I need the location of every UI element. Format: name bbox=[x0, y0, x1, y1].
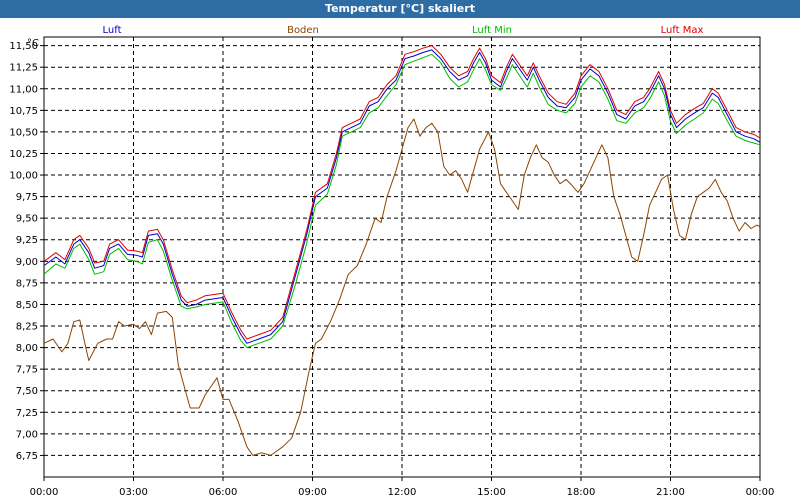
y-tick-label: 8,25 bbox=[16, 322, 38, 333]
x-tick-time-label: 06:00 bbox=[209, 487, 238, 498]
y-axis-unit-label: °C bbox=[27, 38, 39, 49]
y-tick-label: 11,00 bbox=[9, 84, 38, 95]
y-tick-label: 9,00 bbox=[16, 257, 38, 268]
y-tick-label: 11,50 bbox=[9, 41, 38, 52]
y-tick-label: 7,50 bbox=[16, 386, 38, 397]
y-tick-label: 6,75 bbox=[16, 451, 38, 462]
y-tick-label: 10,25 bbox=[9, 149, 38, 160]
y-tick-label: 8,75 bbox=[16, 278, 38, 289]
y-tick-label: 9,50 bbox=[16, 214, 38, 225]
series-line-luft bbox=[43, 49, 761, 344]
x-tick-time-label: 21:00 bbox=[656, 487, 685, 498]
x-tick-time-label: 09:00 bbox=[298, 487, 327, 498]
legend: Luft Boden Luft Min Luft Max bbox=[103, 25, 704, 36]
y-tick-label: 10,75 bbox=[9, 106, 38, 117]
x-tick-time-label: 15:00 bbox=[477, 487, 506, 498]
chart-background bbox=[0, 18, 800, 500]
legend-item-boden: Boden bbox=[287, 25, 319, 36]
legend-item-luft-max: Luft Max bbox=[661, 25, 704, 36]
y-tick-label: 7,75 bbox=[16, 365, 38, 376]
series-line-luft-min bbox=[43, 53, 761, 349]
y-tick-label: 8,00 bbox=[16, 343, 38, 354]
y-tick-label: 7,25 bbox=[16, 408, 38, 419]
y-tick-label: 10,00 bbox=[9, 171, 38, 182]
y-tick-label: 9,25 bbox=[16, 235, 38, 246]
x-tick-time-label: 03:00 bbox=[119, 487, 148, 498]
y-tick-label: 10,50 bbox=[9, 127, 38, 138]
y-tick-label: 11,25 bbox=[9, 63, 38, 74]
temperature-chart: 6,75 7,00 7,25 7,50 7,75 8,00 8,25 8,50 8,75 9,00… bbox=[0, 18, 800, 500]
legend-item-luft: Luft bbox=[103, 25, 122, 36]
axis-labels: 6,75 7,00 7,25 7,50 7,75 8,00 8,25 8,50 8,75 9,00… bbox=[9, 38, 775, 498]
x-tick-time-label: 12:00 bbox=[388, 487, 417, 498]
series-lines bbox=[43, 45, 761, 456]
series-line-boden bbox=[43, 118, 761, 456]
title-bar: Temperatur [°C] skaliert bbox=[0, 0, 800, 18]
legend-item-luft-min: Luft Min bbox=[472, 25, 512, 36]
y-tick-label: 9,75 bbox=[16, 192, 38, 203]
y-tick-label: 8,50 bbox=[16, 300, 38, 311]
series-line-luft-max bbox=[43, 45, 761, 340]
y-tick-label: 7,00 bbox=[16, 429, 38, 440]
x-tick-time-label: 18:00 bbox=[567, 487, 596, 498]
x-tick-time-label: 00:00 bbox=[746, 487, 775, 498]
x-tick-time-label: 00:00 bbox=[30, 487, 59, 498]
